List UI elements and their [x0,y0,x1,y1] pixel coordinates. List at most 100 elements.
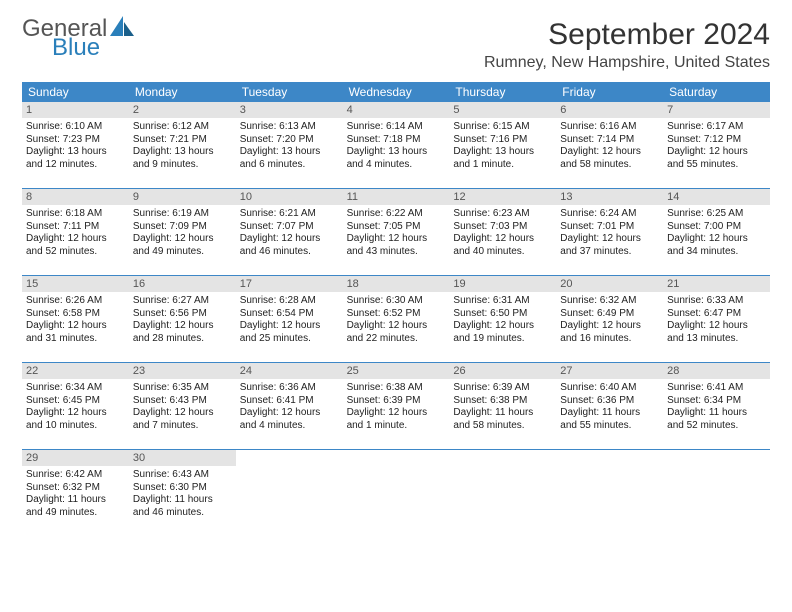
day-number: 5 [449,102,556,118]
day-body: Sunrise: 6:38 AMSunset: 6:39 PMDaylight:… [343,379,450,436]
week-row: 15Sunrise: 6:26 AMSunset: 6:58 PMDayligh… [22,276,770,363]
day-line: Sunrise: 6:21 AM [240,208,339,221]
day-cell: 25Sunrise: 6:38 AMSunset: 6:39 PMDayligh… [343,363,450,449]
day-line: Daylight: 12 hours [667,146,766,159]
day-line: Sunset: 6:47 PM [667,308,766,321]
day-body: Sunrise: 6:27 AMSunset: 6:56 PMDaylight:… [129,292,236,349]
day-line: Daylight: 11 hours [667,407,766,420]
day-line: Daylight: 11 hours [453,407,552,420]
day-line: Sunrise: 6:26 AM [26,295,125,308]
day-cell: 5Sunrise: 6:15 AMSunset: 7:16 PMDaylight… [449,102,556,188]
day-number: 10 [236,189,343,205]
day-line: Sunset: 7:18 PM [347,134,446,147]
day-number: 17 [236,276,343,292]
day-line: and 22 minutes. [347,333,446,346]
day-cell: 7Sunrise: 6:17 AMSunset: 7:12 PMDaylight… [663,102,770,188]
day-number: 12 [449,189,556,205]
day-cell: 27Sunrise: 6:40 AMSunset: 6:36 PMDayligh… [556,363,663,449]
day-line: and 7 minutes. [133,420,232,433]
day-body: Sunrise: 6:26 AMSunset: 6:58 PMDaylight:… [22,292,129,349]
day-line: Sunrise: 6:14 AM [347,121,446,134]
week-row: 8Sunrise: 6:18 AMSunset: 7:11 PMDaylight… [22,189,770,276]
day-body: Sunrise: 6:34 AMSunset: 6:45 PMDaylight:… [22,379,129,436]
day-line: Sunset: 6:39 PM [347,395,446,408]
day-body: Sunrise: 6:28 AMSunset: 6:54 PMDaylight:… [236,292,343,349]
day-cell: 1Sunrise: 6:10 AMSunset: 7:23 PMDaylight… [22,102,129,188]
day-number: 19 [449,276,556,292]
day-number: 3 [236,102,343,118]
day-number: 26 [449,363,556,379]
day-body: Sunrise: 6:18 AMSunset: 7:11 PMDaylight:… [22,205,129,262]
day-number: 21 [663,276,770,292]
day-line: Sunrise: 6:25 AM [667,208,766,221]
day-line: Sunrise: 6:42 AM [26,469,125,482]
day-line: Sunset: 6:36 PM [560,395,659,408]
day-line: Sunrise: 6:18 AM [26,208,125,221]
day-line: and 34 minutes. [667,246,766,259]
day-number: 6 [556,102,663,118]
day-line: Daylight: 12 hours [560,233,659,246]
day-line: Sunrise: 6:33 AM [667,295,766,308]
day-line: and 12 minutes. [26,159,125,172]
day-line: Sunrise: 6:43 AM [133,469,232,482]
day-line: Sunset: 7:00 PM [667,221,766,234]
day-line: and 46 minutes. [133,507,232,520]
day-line: and 9 minutes. [133,159,232,172]
day-body: Sunrise: 6:32 AMSunset: 6:49 PMDaylight:… [556,292,663,349]
day-line: Daylight: 12 hours [240,233,339,246]
empty-cell [343,450,450,536]
day-line: and 37 minutes. [560,246,659,259]
day-number: 20 [556,276,663,292]
day-cell: 16Sunrise: 6:27 AMSunset: 6:56 PMDayligh… [129,276,236,362]
day-number: 11 [343,189,450,205]
day-cell: 19Sunrise: 6:31 AMSunset: 6:50 PMDayligh… [449,276,556,362]
day-line: Sunset: 6:43 PM [133,395,232,408]
day-line: Daylight: 12 hours [347,233,446,246]
day-line: Daylight: 12 hours [453,320,552,333]
calendar-grid: SundayMondayTuesdayWednesdayThursdayFrid… [22,82,770,536]
day-body: Sunrise: 6:23 AMSunset: 7:03 PMDaylight:… [449,205,556,262]
day-line: Sunrise: 6:17 AM [667,121,766,134]
day-number: 16 [129,276,236,292]
day-line: Daylight: 12 hours [347,407,446,420]
day-line: Sunrise: 6:27 AM [133,295,232,308]
day-line: Sunrise: 6:36 AM [240,382,339,395]
day-line: Daylight: 11 hours [133,494,232,507]
day-line: Sunset: 6:52 PM [347,308,446,321]
day-cell: 18Sunrise: 6:30 AMSunset: 6:52 PMDayligh… [343,276,450,362]
day-number: 28 [663,363,770,379]
title-block: September 2024 Rumney, New Hampshire, Un… [484,18,770,72]
day-headers-row: SundayMondayTuesdayWednesdayThursdayFrid… [22,82,770,102]
day-line: Sunrise: 6:40 AM [560,382,659,395]
day-cell: 26Sunrise: 6:39 AMSunset: 6:38 PMDayligh… [449,363,556,449]
day-line: and 1 minute. [453,159,552,172]
day-body: Sunrise: 6:12 AMSunset: 7:21 PMDaylight:… [129,118,236,175]
day-body: Sunrise: 6:39 AMSunset: 6:38 PMDaylight:… [449,379,556,436]
day-line: and 4 minutes. [240,420,339,433]
header: General Blue September 2024 Rumney, New … [22,18,770,72]
day-line: Sunset: 6:38 PM [453,395,552,408]
day-line: Daylight: 12 hours [667,233,766,246]
day-line: and 49 minutes. [133,246,232,259]
day-body: Sunrise: 6:22 AMSunset: 7:05 PMDaylight:… [343,205,450,262]
day-line: Daylight: 12 hours [560,146,659,159]
day-line: Sunset: 7:03 PM [453,221,552,234]
day-line: Daylight: 13 hours [453,146,552,159]
day-number: 14 [663,189,770,205]
day-body: Sunrise: 6:33 AMSunset: 6:47 PMDaylight:… [663,292,770,349]
day-cell: 24Sunrise: 6:36 AMSunset: 6:41 PMDayligh… [236,363,343,449]
empty-cell [236,450,343,536]
day-number: 22 [22,363,129,379]
day-line: Daylight: 13 hours [347,146,446,159]
day-line: Sunset: 6:54 PM [240,308,339,321]
day-line: Daylight: 12 hours [347,320,446,333]
day-body: Sunrise: 6:10 AMSunset: 7:23 PMDaylight:… [22,118,129,175]
day-header: Tuesday [236,82,343,102]
day-line: Sunrise: 6:10 AM [26,121,125,134]
day-line: Sunrise: 6:34 AM [26,382,125,395]
day-line: and 6 minutes. [240,159,339,172]
day-header: Saturday [663,82,770,102]
day-cell: 2Sunrise: 6:12 AMSunset: 7:21 PMDaylight… [129,102,236,188]
day-line: and 25 minutes. [240,333,339,346]
day-line: Daylight: 12 hours [667,320,766,333]
